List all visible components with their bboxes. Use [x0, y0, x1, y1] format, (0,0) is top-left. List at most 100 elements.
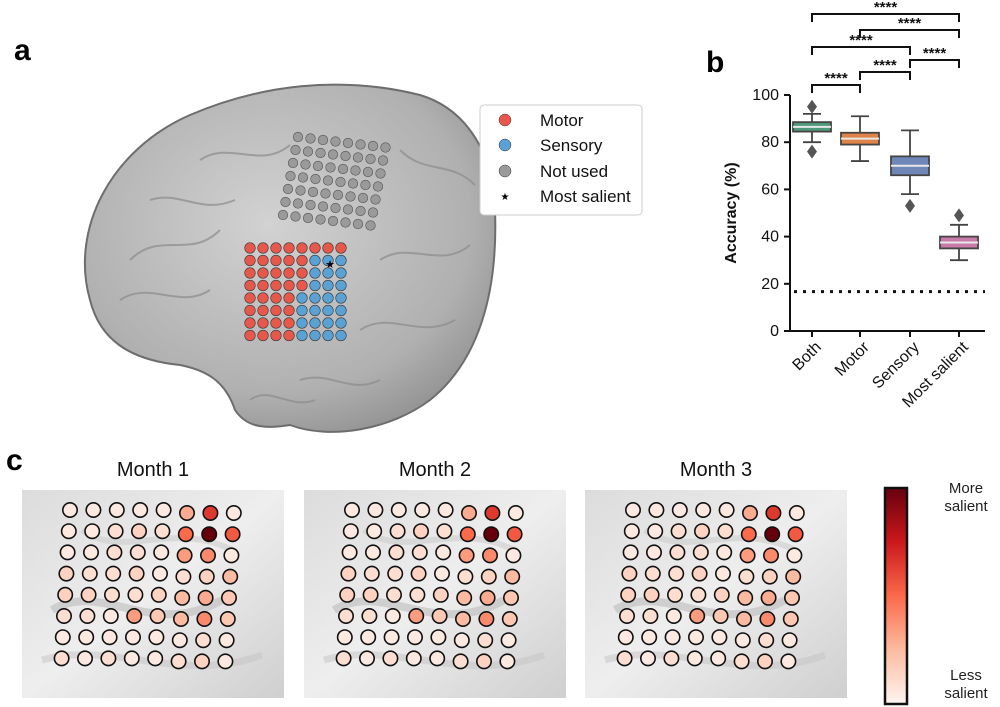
sensory-electrode [322, 279, 334, 292]
significance-bracket [811, 46, 911, 55]
sensory-electrode [309, 267, 321, 279]
saliency-electrode [437, 501, 454, 518]
saliency-electrode [53, 650, 70, 667]
y-tick-label: 40 [761, 229, 779, 246]
saliency-electrode [340, 565, 357, 582]
saliency-electrode [459, 526, 476, 543]
motor-electrode [270, 254, 282, 267]
y-ticks: 0 20 40 60 80 100 [752, 87, 790, 340]
motor-electrode [257, 329, 269, 342]
not-used-electrode [285, 170, 296, 182]
month-title: Month 2 [399, 459, 471, 481]
saliency-electrode [668, 565, 685, 582]
saliency-electrode [360, 629, 377, 646]
saliency-electrode [617, 629, 634, 646]
saliency-electrode [453, 632, 470, 649]
most-salient-marker: ★ [325, 259, 335, 271]
saliency-electrode [342, 523, 359, 540]
saliency-electrode [108, 501, 125, 518]
motor-electrode [283, 279, 295, 292]
saliency-electrode [102, 607, 119, 624]
legend-motor-marker [498, 113, 512, 127]
saliency-electrode [127, 586, 144, 603]
motor-electrode [257, 304, 269, 317]
x-tick-label: Motor [832, 338, 873, 379]
not-used-electrode [315, 214, 326, 225]
motor-electrode [283, 329, 295, 342]
saliency-electrode [484, 504, 501, 521]
saliency-electrode [783, 589, 800, 606]
saliency-electrode [217, 653, 234, 670]
motor-electrode [322, 242, 334, 254]
saliency-electrode [669, 544, 686, 561]
legend-sensory-marker [498, 138, 512, 152]
motor-electrode [244, 279, 256, 292]
saliency-electrode [336, 629, 353, 646]
legend-sensory-label: Sensory [540, 136, 603, 155]
saliency-electrode [687, 629, 704, 646]
y-tick-label: 20 [761, 276, 779, 293]
saliency-electrode [670, 523, 687, 540]
sensory-electrode [335, 292, 347, 304]
saliency-electrode [409, 586, 426, 603]
not-used-electrode [375, 168, 386, 179]
saliency-electrode [499, 653, 516, 670]
saliency-electrode [150, 586, 167, 603]
y-axis-title: Accuracy (%) [723, 162, 740, 263]
colorbar-bottom-label-line1: Less [950, 667, 982, 684]
saliency-electrode [624, 501, 641, 518]
sensory-electrode [322, 267, 334, 279]
not-used-electrode [297, 172, 309, 183]
saliency-electrode [54, 629, 71, 646]
saliency-electrode [506, 526, 523, 543]
motor-electrode [270, 317, 282, 329]
saliency-electrode [782, 610, 799, 627]
saliency-electrode [198, 568, 215, 585]
saliency-electrode [785, 568, 802, 585]
saliency-electrode [620, 586, 637, 603]
saliency-electrode [154, 523, 171, 540]
saliency-electrode [756, 653, 773, 670]
sensory-electrode [309, 279, 321, 292]
saliency-electrode [202, 504, 219, 521]
not-used-electrode [340, 150, 351, 162]
motor-electrode [283, 254, 295, 267]
motor-electrode [244, 317, 256, 329]
saliency-electrode [764, 526, 781, 543]
legend-motor-label: Motor [540, 111, 584, 130]
not-used-electrode [342, 204, 354, 215]
saliency-electrode [362, 586, 379, 603]
saliency-electrode [85, 501, 102, 518]
saliency-electrode [387, 565, 404, 582]
saliency-electrode [671, 501, 688, 518]
saliency-electrode [716, 544, 733, 561]
saliency-electrode [196, 610, 213, 627]
saliency-electrode [339, 586, 356, 603]
saliency-electrode [718, 501, 735, 518]
saliency-electrode [131, 523, 148, 540]
not-used-electrode [327, 149, 339, 160]
saliency-electrode [337, 607, 354, 624]
saliency-electrode [104, 586, 121, 603]
saliency-electrode [343, 501, 360, 518]
motor-electrode [296, 254, 308, 267]
accuracy-boxplot: 0 20 40 60 80 100 Accuracy (%) Both MotorSenso… [723, 0, 985, 411]
saliency-electrode [645, 544, 662, 561]
not-used-electrode [302, 212, 314, 224]
colorbar-bottom-label-line2: salient [944, 685, 988, 702]
saliency-electrode [689, 607, 706, 624]
saliency-electrode [81, 565, 98, 582]
sensory-electrode [335, 317, 347, 329]
saliency-electrode [405, 650, 422, 667]
saliency-electrode [149, 607, 166, 624]
saliency-electrode [765, 504, 782, 521]
motor-electrode [244, 292, 256, 304]
not-used-electrode [355, 139, 366, 150]
sensory-electrode [322, 317, 334, 329]
motor-electrode [296, 242, 308, 254]
star-icon: ★ [501, 192, 510, 203]
significance-bracket [909, 59, 960, 68]
saliency-electrode [176, 547, 193, 564]
saliency-electrode [58, 565, 75, 582]
